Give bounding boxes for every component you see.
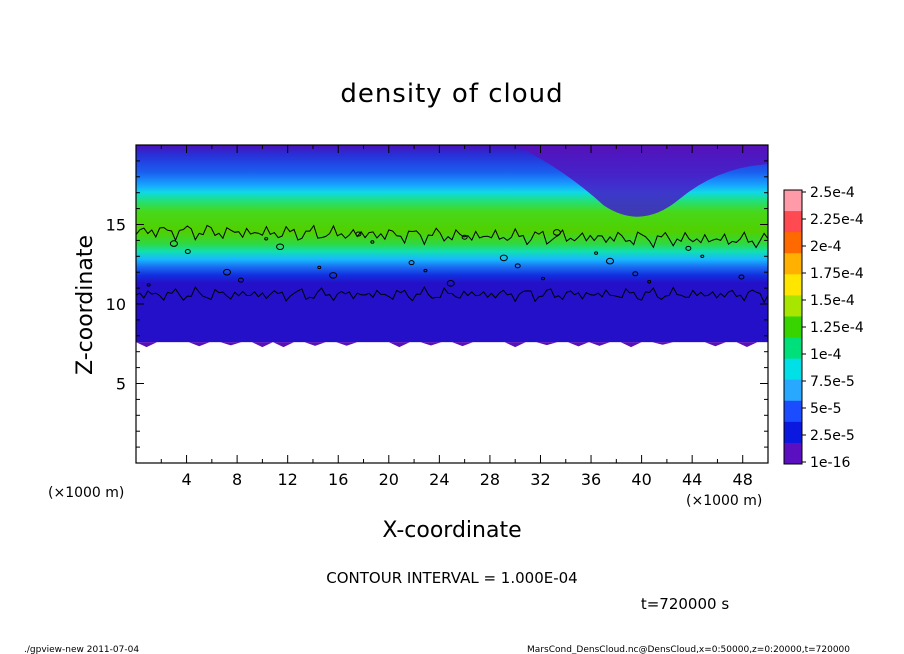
x-tick-label: 20 — [379, 470, 399, 489]
colorbar-swatch — [784, 316, 802, 339]
x-tick-label: 8 — [232, 470, 242, 489]
y-tick-label: 5 — [116, 375, 126, 394]
footer-left: ./gpview-new 2011-07-04 — [24, 645, 139, 654]
colorbar-label: 2.5e-5 — [810, 428, 855, 444]
x-tick-label: 36 — [581, 470, 601, 489]
colorbar-swatch — [784, 379, 802, 402]
x-tick-label: 44 — [682, 470, 702, 489]
density-field — [136, 145, 768, 348]
contour-island — [461, 234, 468, 240]
contour-island — [632, 271, 639, 277]
title-group: density of cloud — [340, 79, 563, 109]
contour-island — [329, 272, 338, 279]
colorbar-swatch — [784, 274, 802, 296]
x-tick-label: 12 — [278, 470, 298, 489]
contour-island — [594, 251, 599, 255]
colorbar-swatch — [784, 442, 802, 465]
contour-island — [146, 283, 151, 287]
x-tick-label: 4 — [181, 470, 191, 489]
colorbar-swatch — [784, 421, 802, 444]
x-axis-ticks: 4 8 12 16 20 24 28 32 36 40 44 48 — [160, 145, 753, 489]
colorbar-label: 2.5e-4 — [810, 185, 855, 201]
colorbar-label: 1.75e-4 — [810, 266, 864, 282]
colorbar-swatch — [784, 400, 802, 423]
x-unit-label: (×1000 m) — [686, 493, 762, 509]
colorbar-swatch — [784, 211, 802, 233]
colorbar-swatch — [784, 232, 802, 254]
contour-island — [700, 254, 705, 258]
x-tick-label: 32 — [530, 470, 550, 489]
x-axis-label: X-coordinate — [382, 518, 521, 543]
contour-island — [355, 231, 362, 237]
contour-island — [276, 243, 285, 251]
footer-right: MarsCond_DensCloud.nc@DensCloud,x=0:5000… — [527, 645, 850, 654]
contour-island — [499, 254, 508, 262]
contour-lines — [135, 224, 769, 304]
contour-interval-note: CONTOUR INTERVAL = 1.000E-04 — [326, 569, 577, 587]
contour-island — [514, 263, 521, 269]
contour-island — [541, 276, 546, 281]
contour-upper — [135, 224, 769, 249]
colorbar-label: 7.5e-5 — [810, 374, 855, 390]
x-tick-label: 16 — [328, 470, 348, 489]
contour-island — [647, 280, 652, 284]
time-label: t=720000 s — [641, 595, 729, 613]
contour-island — [446, 280, 455, 287]
contour-island — [169, 240, 178, 247]
x-tick-label: 24 — [429, 470, 449, 489]
y-tick-label: 10 — [106, 295, 126, 314]
colorbar-label: 1.5e-4 — [810, 293, 855, 309]
colorbar-swatch — [784, 358, 802, 381]
colorbar-label: 5e-5 — [810, 401, 841, 417]
colorbar-swatch — [784, 337, 802, 360]
colorbar-label: 2e-4 — [810, 239, 842, 255]
colorbar-swatch — [784, 295, 802, 317]
colorbar: 2.5e-4 2.25e-4 2e-4 1.75e-4 1.5e-4 1.25e-4 1e-… — [783, 185, 864, 471]
cloud-base-edge — [136, 342, 768, 348]
contour-island — [738, 274, 745, 280]
colorbar-swatch — [784, 190, 802, 212]
y-unit-label: (×1000 m) — [48, 485, 124, 501]
contour-island — [223, 268, 232, 276]
contour-island — [370, 240, 375, 244]
x-tick-label: 28 — [480, 470, 500, 489]
contour-island — [685, 245, 692, 251]
contour-island — [552, 229, 561, 236]
contour-island — [606, 257, 614, 265]
contour-island — [423, 268, 428, 273]
x-tick-label: 40 — [631, 470, 651, 489]
y-axis-label: Z-coordinate — [73, 235, 98, 375]
colorbar-label: 1.25e-4 — [810, 320, 864, 336]
y-tick-label: 15 — [106, 216, 126, 235]
contour-island — [264, 237, 269, 241]
colorbar-label: 1e-4 — [810, 347, 842, 363]
contour-island — [408, 260, 415, 266]
colorbar-label: 2.25e-4 — [810, 212, 864, 228]
contour-island — [317, 265, 322, 270]
y-axis-ticks: 15 10 5 — [106, 160, 768, 448]
chart-title: density of cloud — [340, 79, 563, 109]
colorbar-label: 1e-16 — [810, 455, 850, 471]
colorbar-swatch — [784, 253, 802, 275]
upper-dry-region — [515, 145, 768, 217]
contour-lower — [135, 285, 769, 304]
contour-island — [237, 277, 244, 283]
contour-island — [184, 249, 191, 255]
x-tick-label: 48 — [733, 470, 753, 489]
